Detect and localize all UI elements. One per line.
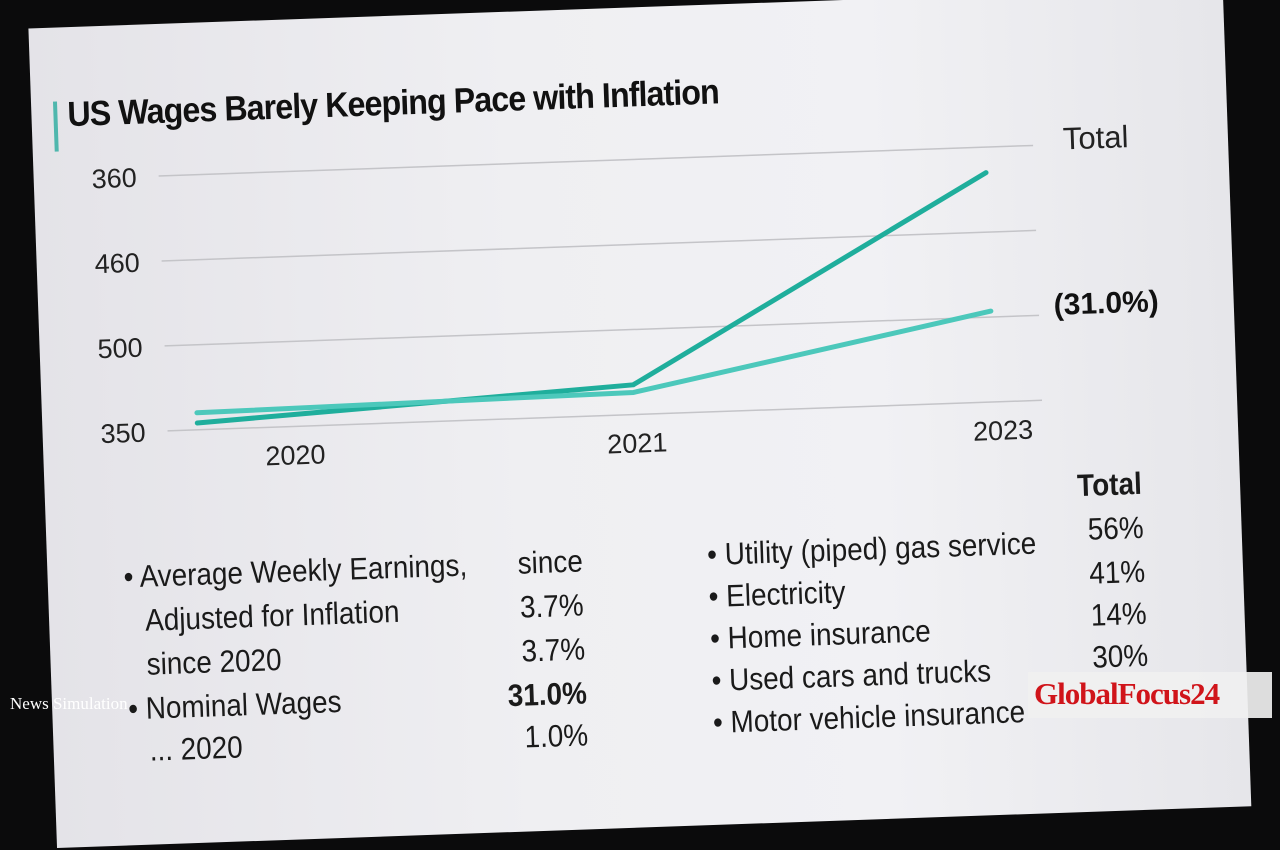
series-line xyxy=(190,173,994,423)
list-value: 56% xyxy=(1087,510,1144,548)
x-tick-label: 2021 xyxy=(607,427,668,459)
list-item: • Nominal Wages xyxy=(128,684,343,727)
x-tick-label: 2020 xyxy=(265,439,326,471)
gridline xyxy=(162,230,1036,261)
y-tick-label: 350 xyxy=(100,418,146,450)
list-value: since xyxy=(517,543,583,581)
series-label-percent: (31.0%) xyxy=(1053,285,1159,322)
list-item: ... 2020 xyxy=(149,729,243,768)
list-value: 1.0% xyxy=(524,717,589,755)
series-line xyxy=(194,311,993,413)
list-value: 41% xyxy=(1089,554,1146,592)
watermark-logo-text: GlobalFocus24 xyxy=(1028,672,1272,712)
list-value: 3.7% xyxy=(520,587,585,625)
list-value: 31.0% xyxy=(507,675,587,714)
watermark-left: News Simulation xyxy=(10,694,128,714)
y-tick-label: 360 xyxy=(91,163,137,195)
y-tick-label: 460 xyxy=(94,248,140,280)
x-tick-label: 2023 xyxy=(973,415,1034,447)
list-value: 14% xyxy=(1090,596,1147,634)
list-value: 30% xyxy=(1092,638,1149,676)
watermark-logo: GlobalFocus24 xyxy=(1028,672,1272,718)
list-item: • Electricity xyxy=(708,574,846,615)
y-tick-label: 500 xyxy=(97,333,143,365)
list-item: since 2020 xyxy=(146,642,282,683)
series-label-total: Total xyxy=(1062,119,1129,156)
gridline xyxy=(159,145,1033,176)
list-value: 3.7% xyxy=(521,631,586,669)
right-list-header: Total xyxy=(1077,466,1143,504)
list-item: • Home insurance xyxy=(710,613,932,657)
